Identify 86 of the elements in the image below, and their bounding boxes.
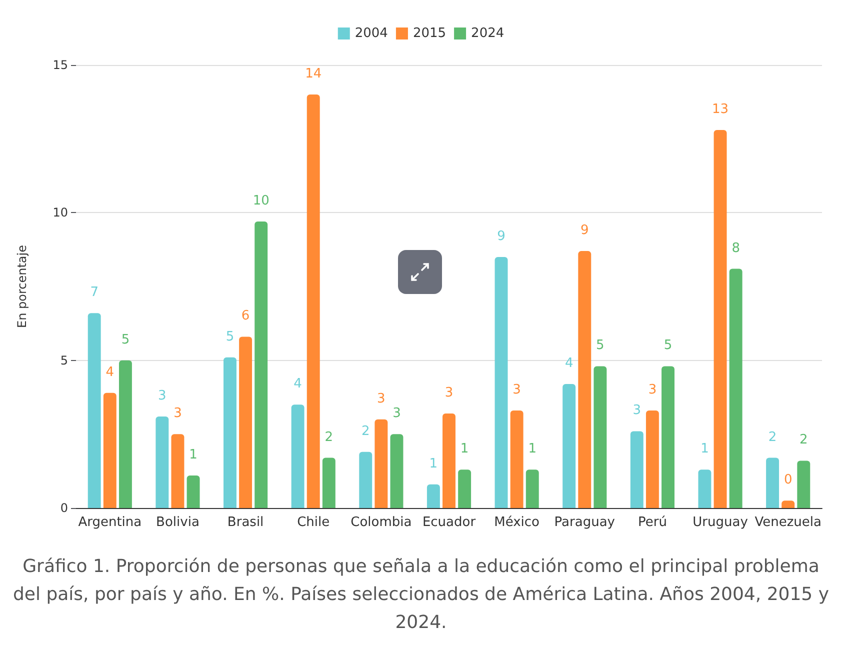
bar xyxy=(374,419,388,508)
legend-label: 2024 xyxy=(471,26,504,41)
data-label: 14 xyxy=(305,66,322,82)
data-label: 3 xyxy=(444,385,454,400)
data-label: 4 xyxy=(294,376,302,392)
data-label: 4 xyxy=(564,356,574,371)
data-label: 3 xyxy=(512,382,521,398)
bar xyxy=(359,452,372,508)
bar xyxy=(510,410,524,508)
y-axis-title: En porcentaje xyxy=(15,245,29,328)
data-label: 8 xyxy=(732,240,740,256)
data-label: 9 xyxy=(580,223,589,238)
bar xyxy=(442,413,456,508)
bar xyxy=(562,384,576,508)
bar xyxy=(729,268,742,508)
data-label: 2 xyxy=(324,430,334,445)
data-label: 7 xyxy=(90,285,98,300)
bar xyxy=(630,431,644,508)
data-label: 3 xyxy=(632,403,642,418)
data-label: 6 xyxy=(241,308,250,324)
bar xyxy=(322,458,336,508)
bar xyxy=(254,222,268,508)
bar xyxy=(390,434,404,508)
data-label: 5 xyxy=(226,329,234,344)
data-label: 4 xyxy=(106,364,114,380)
data-label: 13 xyxy=(712,102,729,117)
data-label: 1 xyxy=(460,442,469,457)
data-label: 3 xyxy=(377,391,386,406)
data-label: 1 xyxy=(189,448,198,463)
data-label: 1 xyxy=(528,442,537,457)
x-tick-label: México xyxy=(494,515,540,530)
bar xyxy=(103,392,116,508)
data-label: 1 xyxy=(700,442,709,457)
data-label: 5 xyxy=(596,338,604,354)
x-tick-label: Uruguay xyxy=(692,515,748,530)
bar xyxy=(766,458,780,508)
x-tick-label: Brasil xyxy=(227,515,264,530)
bar xyxy=(797,460,810,508)
bar xyxy=(291,404,304,508)
text: Gráfico 1. Proporción de personas que señala a la educación como el principal problema del país, por país y año. En %. Países seleccionados de América Latina. Años 2004, 2015 y 2024. xyxy=(12,555,830,635)
data-label: 0 xyxy=(784,472,792,488)
y-tick-label: 10 xyxy=(52,206,68,220)
bar xyxy=(526,470,539,508)
data-label: 2 xyxy=(361,424,370,439)
bar xyxy=(118,360,132,508)
y-tick-label: 5 xyxy=(60,353,68,368)
data-label: 3 xyxy=(158,388,166,404)
x-tick-label: Colombia xyxy=(350,515,412,530)
bar xyxy=(646,410,659,508)
data-label: 5 xyxy=(664,338,672,354)
x-tick-label: Ecuador xyxy=(422,515,476,530)
bar xyxy=(578,251,592,508)
x-tick-label: Bolivia xyxy=(156,515,200,530)
data-label: 10 xyxy=(252,194,270,209)
data-label: 3 xyxy=(648,382,657,398)
data-label: 3 xyxy=(392,406,401,422)
bar xyxy=(426,484,440,508)
x-tick-label: Perú xyxy=(638,515,667,530)
data-label: 2 xyxy=(768,430,777,445)
bar xyxy=(88,313,101,508)
legend-label: 2015 xyxy=(412,26,446,41)
bar xyxy=(186,476,200,508)
data-label: 9 xyxy=(497,228,506,244)
data-label: 5 xyxy=(121,332,130,348)
bar xyxy=(306,94,320,508)
data-label: 2 xyxy=(800,432,808,448)
bar xyxy=(494,256,508,508)
bar xyxy=(224,357,236,508)
bar xyxy=(156,416,169,508)
bar xyxy=(594,366,607,508)
data-label: 1 xyxy=(429,456,438,472)
bar xyxy=(458,470,472,508)
x-tick-label: Argentina xyxy=(78,515,142,530)
bar xyxy=(714,130,727,508)
x-tick-label: Chile xyxy=(297,515,330,530)
bar xyxy=(239,336,252,508)
bar xyxy=(782,500,795,508)
y-tick-label: 0 xyxy=(60,501,68,515)
bar xyxy=(662,366,674,508)
y-tick-label: 15 xyxy=(52,58,68,72)
x-tick-label: Venezuela xyxy=(754,515,822,530)
legend-label: 2004 xyxy=(354,26,388,41)
bar xyxy=(698,470,712,508)
data-label: 3 xyxy=(174,406,182,422)
bar xyxy=(171,434,184,508)
x-tick-label: Paraguay xyxy=(554,515,616,530)
